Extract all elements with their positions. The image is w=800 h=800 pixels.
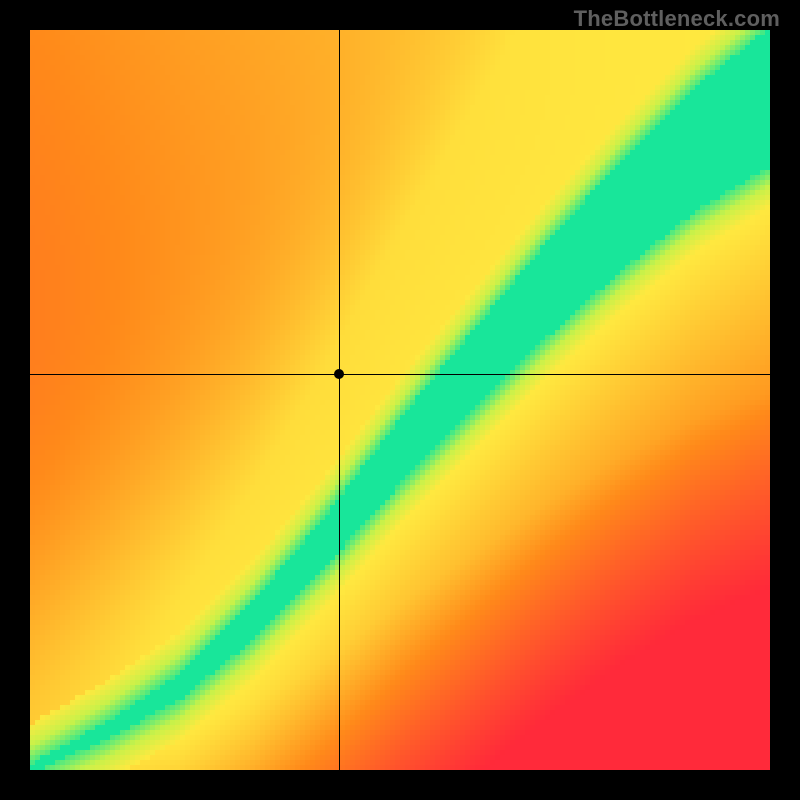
crosshair-marker <box>334 369 344 379</box>
heatmap-canvas <box>30 30 770 770</box>
watermark-text: TheBottleneck.com <box>574 6 780 32</box>
crosshair-vertical <box>339 30 340 770</box>
plot-area <box>30 30 770 770</box>
crosshair-horizontal <box>30 374 770 375</box>
chart-container: TheBottleneck.com <box>0 0 800 800</box>
